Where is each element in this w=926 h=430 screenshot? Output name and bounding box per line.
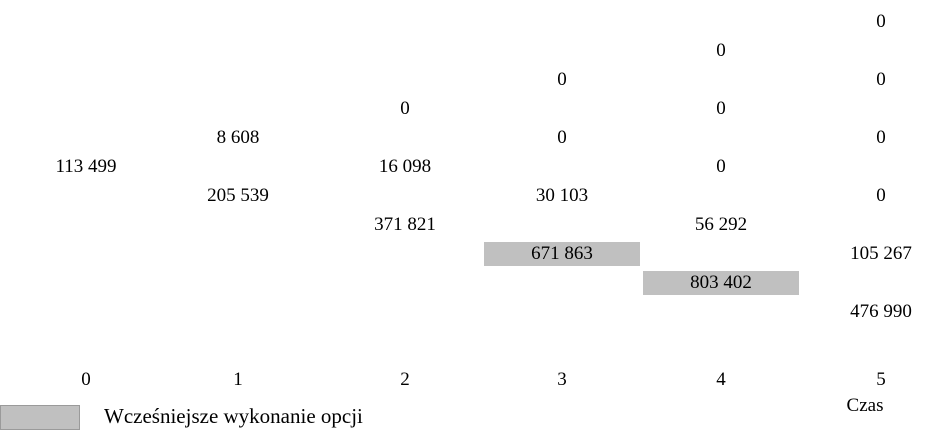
tree-node-1-0: 8 608: [216, 127, 260, 148]
tree-node-2-2: 371 821: [374, 214, 436, 235]
time-tick-0: 0: [81, 369, 91, 390]
tree-node-3-1: 0: [557, 127, 567, 148]
tree-node-4-1: 0: [716, 98, 726, 119]
time-tick-4: 4: [716, 369, 726, 390]
tree-node-5-4: 105 267: [850, 243, 912, 264]
tree-node-5-0: 0: [876, 11, 886, 32]
tree-node-4-2: 0: [716, 156, 726, 177]
tree-node-5-5: 476 990: [850, 301, 912, 322]
tree-node-3-0: 0: [557, 69, 567, 90]
tree-node-5-3: 0: [876, 185, 886, 206]
tree-node-1-1: 205 539: [207, 185, 269, 206]
tree-node-5-1: 0: [876, 69, 886, 90]
tree-node-4-3: 56 292: [694, 214, 748, 235]
tree-node-0-0: 113 499: [55, 156, 117, 177]
time-tick-1: 1: [233, 369, 243, 390]
tree-node-2-0: 0: [400, 98, 410, 119]
tree-node-2-1: 16 098: [378, 156, 432, 177]
tree-node-5-2: 0: [876, 127, 886, 148]
time-tick-2: 2: [400, 369, 410, 390]
legend-label: Wcześniejsze wykonanie opcji: [104, 404, 363, 428]
time-tick-5: 5: [876, 369, 886, 390]
tree-node-3-2: 30 103: [535, 185, 589, 206]
tree-node-3-3: 671 863: [484, 242, 640, 266]
legend-swatch: [0, 405, 80, 430]
time-tick-3: 3: [557, 369, 567, 390]
tree-node-4-0: 0: [716, 40, 726, 61]
tree-node-4-4: 803 402: [643, 271, 799, 295]
x-axis-label: Czas: [846, 395, 884, 416]
